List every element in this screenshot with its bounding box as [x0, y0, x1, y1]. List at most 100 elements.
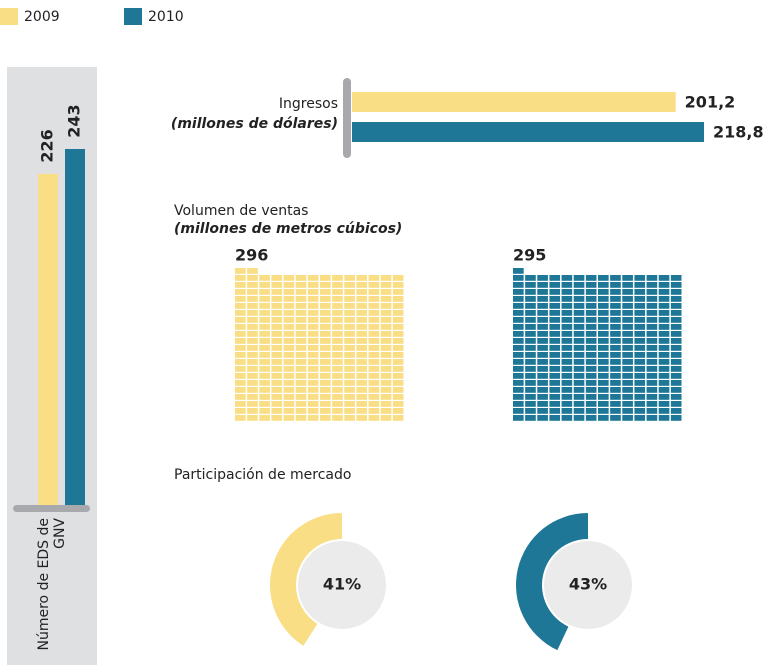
- waffle-cell: [247, 268, 258, 274]
- waffle-cell: [513, 303, 524, 309]
- waffle-cell: [344, 303, 355, 309]
- waffle-cell: [610, 387, 621, 393]
- waffle-cell: [247, 359, 258, 365]
- value-label: 218,8: [713, 123, 764, 142]
- waffle-cell: [573, 331, 585, 337]
- waffle-cell: [513, 296, 524, 302]
- waffle-cell: [380, 275, 392, 281]
- waffle-cell: [537, 303, 548, 309]
- waffle-cell: [332, 415, 343, 421]
- waffle-cell: [549, 275, 561, 281]
- waffle-cell: [320, 387, 331, 393]
- waffle-cell: [513, 282, 524, 288]
- waffle-cell: [622, 303, 633, 309]
- waffle-cell: [585, 282, 597, 288]
- waffle-cell: [525, 275, 536, 281]
- waffle-cell: [585, 394, 597, 400]
- waffle-cell: [646, 359, 658, 365]
- waffle-cell: [561, 401, 573, 407]
- waffle-cell: [247, 352, 258, 358]
- waffle-cell: [320, 359, 331, 365]
- waffle-cell: [247, 401, 258, 407]
- waffle-cell: [368, 366, 380, 372]
- waffle-cell: [622, 373, 633, 379]
- waffle-cell: [247, 373, 258, 379]
- waffle-cell: [380, 296, 392, 302]
- value-label: 295: [513, 246, 546, 265]
- waffle-cell: [356, 338, 368, 344]
- waffle-cell: [283, 282, 295, 288]
- waffle-cell: [235, 317, 246, 323]
- waffle-cell: [392, 380, 404, 386]
- waffle-cell: [259, 380, 270, 386]
- waffle-cell: [670, 310, 682, 316]
- waffle-cell: [537, 310, 548, 316]
- waffle-cell: [392, 415, 404, 421]
- waffle-cell: [259, 275, 270, 281]
- waffle-cell: [356, 415, 368, 421]
- waffle-cell: [573, 296, 585, 302]
- waffle-cell: [622, 366, 633, 372]
- waffle-cell: [573, 317, 585, 323]
- waffle-cell: [573, 289, 585, 295]
- waffle-cell: [247, 408, 258, 414]
- waffle-cell: [332, 310, 343, 316]
- waffle-cell: [307, 394, 319, 400]
- waffle-cell: [307, 282, 319, 288]
- waffle-cell: [320, 324, 331, 330]
- waffle-cell: [235, 268, 246, 274]
- waffle-cell: [235, 359, 246, 365]
- waffle-cell: [585, 338, 597, 344]
- waffle-cell: [332, 359, 343, 365]
- waffle-cell: [670, 415, 682, 421]
- waffle-cell: [271, 303, 283, 309]
- waffle-cell: [235, 324, 246, 330]
- waffle-cell: [610, 275, 621, 281]
- waffle-cell: [295, 296, 307, 302]
- value-label: 226: [38, 129, 57, 162]
- waffle-cell: [537, 289, 548, 295]
- waffle-cell: [658, 380, 670, 386]
- waffle-cell: [658, 387, 670, 393]
- waffle-cell: [295, 366, 307, 372]
- waffle-cell: [537, 401, 548, 407]
- waffle-cell: [573, 394, 585, 400]
- waffle-cell: [646, 275, 658, 281]
- waffle-cell: [271, 345, 283, 351]
- waffle-cell: [380, 310, 392, 316]
- waffle-cell: [320, 331, 331, 337]
- waffle-cell: [259, 415, 270, 421]
- waffle-cell: [537, 366, 548, 372]
- waffle-cell: [344, 338, 355, 344]
- waffle-cell: [573, 345, 585, 351]
- waffle-cell: [622, 394, 633, 400]
- waffle-cell: [598, 317, 609, 323]
- waffle-cell: [320, 366, 331, 372]
- waffle-cell: [549, 359, 561, 365]
- waffle-cell: [332, 275, 343, 281]
- waffle-cell: [634, 366, 646, 372]
- waffle-cell: [368, 373, 380, 379]
- waffle-cell: [658, 275, 670, 281]
- waffle-cell: [392, 275, 404, 281]
- waffle-cell: [598, 345, 609, 351]
- waffle-cell: [585, 317, 597, 323]
- waffle-cell: [332, 373, 343, 379]
- waffle-cell: [259, 408, 270, 414]
- waffle-cell: [332, 338, 343, 344]
- chart-subtitle: (millones de dólares): [171, 116, 338, 132]
- waffle-cell: [356, 366, 368, 372]
- waffle-cell: [332, 387, 343, 393]
- waffle-cell: [634, 324, 646, 330]
- waffle-cell: [271, 289, 283, 295]
- waffle-cell: [235, 282, 246, 288]
- waffle-cell: [634, 296, 646, 302]
- waffle-cell: [634, 394, 646, 400]
- waffle-cell: [610, 373, 621, 379]
- waffle: [235, 268, 404, 421]
- waffle-cell: [513, 359, 524, 365]
- waffle-cell: [525, 282, 536, 288]
- waffle-cell: [295, 324, 307, 330]
- waffle-cell: [670, 366, 682, 372]
